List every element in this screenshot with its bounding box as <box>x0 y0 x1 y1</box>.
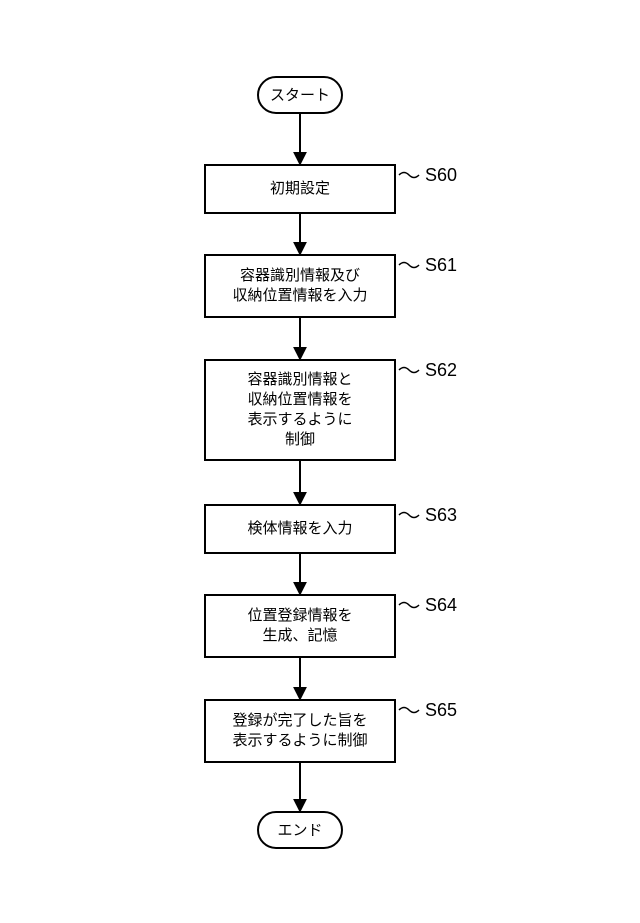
step-s62-line0: 容器識別情報と <box>247 371 352 388</box>
step-s64-line0: 位置登録情報を <box>247 607 352 624</box>
step-label-s63: S63 <box>425 505 457 525</box>
step-s65-line1: 表示するように制御 <box>232 732 367 749</box>
end-label: エンド <box>277 822 322 839</box>
step-s62-line3: 制御 <box>285 431 315 448</box>
step-s62-line1: 収納位置情報を <box>247 391 352 408</box>
step-s61-line1: 収納位置情報を入力 <box>232 287 367 304</box>
label-connector-s62 <box>399 368 419 373</box>
step-label-s62: S62 <box>425 360 457 380</box>
label-connector-s63 <box>399 513 419 518</box>
step-s63-line0: 検体情報を入力 <box>247 520 352 537</box>
label-connector-s65 <box>399 708 419 713</box>
step-s65-line0: 登録が完了した旨を <box>232 712 367 729</box>
step-label-s64: S64 <box>425 595 457 615</box>
start-label: スタート <box>270 87 330 104</box>
label-connector-s64 <box>399 603 419 608</box>
step-label-s60: S60 <box>425 165 457 185</box>
step-s62-line2: 表示するように <box>247 411 352 428</box>
step-s64-line1: 生成、記憶 <box>262 627 337 644</box>
step-label-s61: S61 <box>425 255 457 275</box>
step-s61-line0: 容器識別情報及び <box>240 267 360 284</box>
label-connector-s60 <box>399 173 419 178</box>
label-connector-s61 <box>399 263 419 268</box>
step-label-s65: S65 <box>425 700 457 720</box>
step-s60-line0: 初期設定 <box>270 180 330 197</box>
